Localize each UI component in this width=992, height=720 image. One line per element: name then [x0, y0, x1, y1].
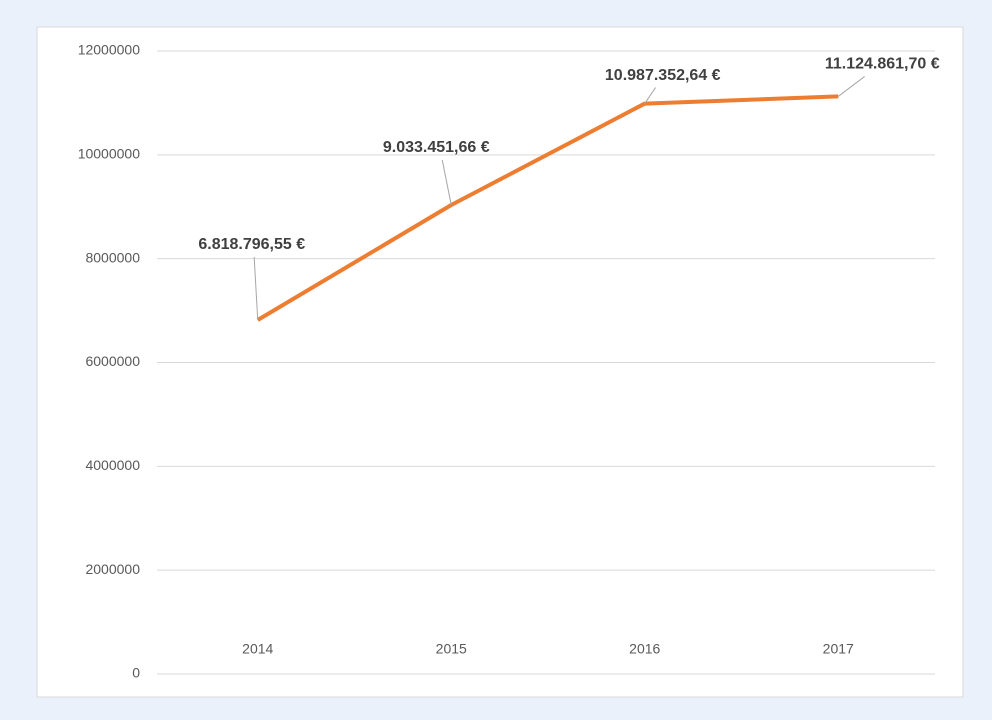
- y-tick-label: 6000000: [85, 353, 140, 369]
- leader-line: [441, 159, 452, 206]
- data-label: 11.124.861,70 €: [825, 56, 940, 73]
- leader-line: [837, 76, 865, 97]
- y-tick-label: 0: [132, 665, 140, 681]
- data-label: 10.987.352,64 €: [605, 67, 721, 84]
- data-label: 6.818.796,55 €: [198, 236, 305, 253]
- leader-line: [253, 256, 259, 321]
- x-tick-label: 2015: [436, 641, 467, 657]
- x-tick-label: 2014: [242, 641, 273, 657]
- y-tick-label: 10000000: [78, 146, 141, 162]
- y-tick-label: 8000000: [85, 249, 140, 265]
- data-label: 9.033.451,66 €: [383, 139, 490, 156]
- leader-line: [644, 87, 656, 104]
- y-tick-label: 2000000: [85, 561, 140, 577]
- x-tick-label: 2017: [823, 641, 854, 657]
- y-tick-label: 4000000: [85, 457, 140, 473]
- y-tick-label: 12000000: [78, 42, 141, 58]
- x-tick-label: 2016: [629, 641, 660, 657]
- line-series: [256, 94, 839, 322]
